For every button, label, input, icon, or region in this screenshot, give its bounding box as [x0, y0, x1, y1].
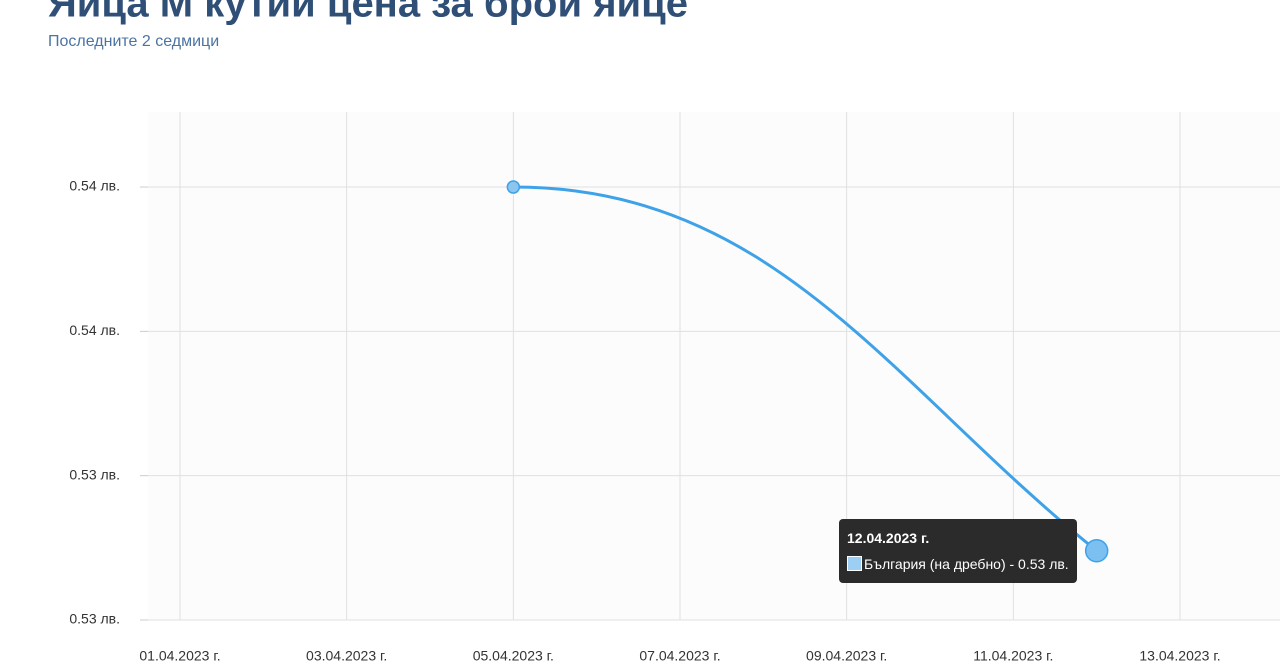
- x-tick-label: 11.04.2023 г.: [973, 648, 1053, 664]
- tooltip-swatch: [847, 556, 862, 571]
- tooltip-text: България (на дребно) - 0.53 лв.: [847, 556, 1069, 572]
- plot-area: [148, 112, 1280, 620]
- y-tick-label: 0.53 лв.: [69, 611, 120, 627]
- chart-title: Яйца М кутии цена за брой яйце: [48, 0, 688, 26]
- y-tick-label: 0.54 лв.: [69, 322, 120, 338]
- point: [1084, 538, 1109, 563]
- x-tick-label: 03.04.2023 г.: [306, 648, 387, 664]
- tooltip: 12.04.2023 г. България (на дребно) - 0.5…: [839, 519, 1077, 583]
- point: [506, 180, 521, 194]
- line-series: [513, 185, 1098, 552]
- tooltip-label: България (на дребно) - 0.53 лв.: [864, 556, 1069, 572]
- y-tick-label: 0.54 лв.: [69, 178, 120, 194]
- x-tick-label: 07.04.2023 г.: [639, 648, 720, 664]
- tooltip-date: 12.04.2023 г.: [847, 530, 930, 546]
- x-tick-label: 09.04.2023 г.: [806, 648, 887, 664]
- x-tick-label: 13.04.2023 г.: [1139, 648, 1220, 664]
- chart-subtitle: Последните 2 седмици: [48, 33, 219, 50]
- x-tick-label: 05.04.2023 г.: [473, 648, 554, 664]
- y-tick-label: 0.53 лв.: [69, 466, 120, 482]
- x-tick-label: 01.04.2023 г.: [139, 648, 220, 664]
